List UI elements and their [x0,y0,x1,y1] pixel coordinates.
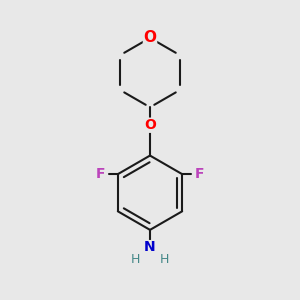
Text: F: F [195,167,204,181]
Text: N: N [144,240,156,254]
Text: O: O [143,30,157,45]
Text: F: F [96,167,105,181]
Text: O: O [144,118,156,132]
Text: H: H [160,253,170,266]
Text: H: H [130,253,140,266]
